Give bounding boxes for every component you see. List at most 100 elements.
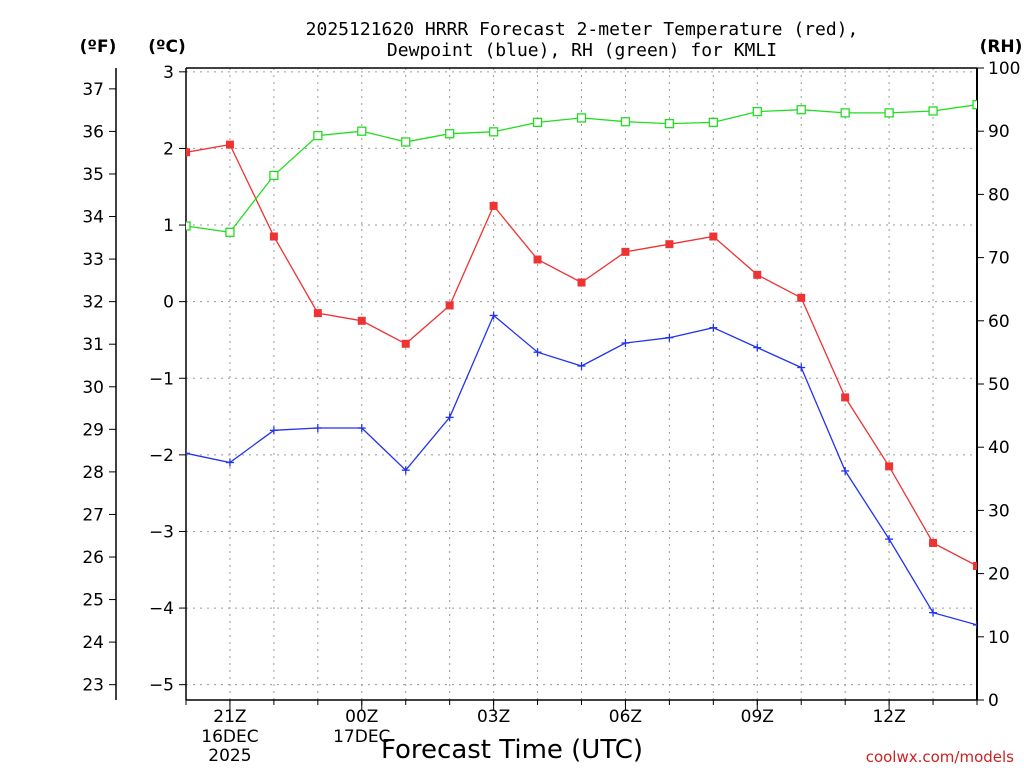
chart-title-line2: Dewpoint (blue), RH (green) for KMLI xyxy=(387,40,777,61)
temperature-point xyxy=(885,462,894,471)
x-tick-label: 03Z xyxy=(477,707,510,727)
dewpoint-point xyxy=(797,363,806,372)
x-tick-label: 00Z xyxy=(345,707,378,727)
series-line-dewpoint xyxy=(186,314,977,626)
temperature-point xyxy=(929,538,938,547)
dewpoint-point xyxy=(186,449,190,458)
fahrenheit-tick-label: 30 xyxy=(82,378,104,398)
rh-point xyxy=(445,129,455,139)
temperature-point xyxy=(269,232,278,241)
dewpoint-point xyxy=(357,424,366,433)
rh-tick-label: 100 xyxy=(988,59,1020,79)
dewpoint-point xyxy=(973,620,977,629)
rh-point xyxy=(225,227,235,237)
fahrenheit-tick-label: 29 xyxy=(82,420,104,440)
fahrenheit-tick-label: 23 xyxy=(82,676,104,696)
temperature-point xyxy=(445,301,454,310)
rh-tick-label: 20 xyxy=(988,565,1010,585)
rh-point xyxy=(269,170,279,181)
fahrenheit-tick-label: 33 xyxy=(82,250,104,270)
temperature-point xyxy=(357,316,366,325)
rh-point xyxy=(576,113,587,123)
dewpoint-point xyxy=(313,424,322,433)
rh-point xyxy=(532,117,543,128)
dewpoint-point xyxy=(885,535,894,544)
fahrenheit-tick-label: 32 xyxy=(82,293,104,313)
fahrenheit-tick-label: 26 xyxy=(82,548,104,568)
x-tick-label: 06Z xyxy=(609,707,642,727)
x-tick-label: 09Z xyxy=(741,707,774,727)
rh-tick-label: 40 xyxy=(988,438,1010,458)
fahrenheit-tick-label: 36 xyxy=(82,122,104,142)
temperature-point xyxy=(841,393,850,402)
temperature-point xyxy=(401,339,410,348)
dewpoint-point xyxy=(577,361,586,370)
series-layer xyxy=(186,100,977,629)
celsius-tick-label: −1 xyxy=(149,369,174,389)
temperature-point xyxy=(709,232,718,241)
series-dewpoint xyxy=(186,311,977,629)
rh-tick-label: 60 xyxy=(988,312,1010,332)
celsius-tick-label: 3 xyxy=(163,63,174,83)
rh-axis-label: (RH) xyxy=(980,37,1023,57)
celsius-tick-label: 0 xyxy=(163,293,174,313)
rh-tick-label: 50 xyxy=(988,375,1010,395)
series-line-rh xyxy=(186,104,977,233)
rh-tick-label: 80 xyxy=(988,185,1010,205)
rh-point xyxy=(752,106,762,117)
dewpoint-point xyxy=(533,348,542,357)
x-tick-year-label: 2025 xyxy=(208,746,251,766)
temperature-point xyxy=(797,293,806,302)
rh-point xyxy=(840,108,850,118)
temperature-point xyxy=(577,278,586,287)
rh-point xyxy=(313,130,323,141)
fahrenheit-tick-label: 24 xyxy=(82,633,104,653)
credit-text: coolwx.com/models xyxy=(866,748,1014,766)
series-rh xyxy=(186,100,977,237)
dewpoint-point xyxy=(665,333,674,342)
fahrenheit-tick-label: 35 xyxy=(82,165,104,185)
rh-point xyxy=(884,108,894,118)
rh-point xyxy=(401,137,411,147)
rh-point xyxy=(708,117,718,128)
celsius-tick-label: −4 xyxy=(149,599,174,619)
celsius-tick-label: 2 xyxy=(163,139,174,159)
rh-point xyxy=(972,100,977,110)
fahrenheit-tick-label: 25 xyxy=(82,591,104,611)
temperature-point xyxy=(186,148,190,157)
fahrenheit-axis: 37 36 35 34 33 32 31 30 29 28 27 26 25 24 23 xyxy=(82,68,117,700)
celsius-axis-label: (ºC) xyxy=(148,37,186,57)
celsius-tick-label: −5 xyxy=(149,676,174,696)
celsius-axis: 3 2 1 0 −1 −2 −3 −4 −5 xyxy=(149,63,186,696)
rh-point xyxy=(796,105,806,115)
rh-point xyxy=(620,117,631,127)
x-tick-label: 21Z xyxy=(213,707,246,727)
fahrenheit-tick-label: 37 xyxy=(82,80,104,100)
fahrenheit-tick-label: 34 xyxy=(82,208,104,228)
celsius-tick-label: −3 xyxy=(149,522,174,542)
x-axis-label: Forecast Time (UTC) xyxy=(381,735,643,765)
rh-tick-label: 30 xyxy=(988,501,1010,521)
rh-point xyxy=(186,221,191,231)
temperature-point xyxy=(533,255,542,264)
dewpoint-point xyxy=(621,339,630,348)
chart-title-line1: 2025121620 HRRR Forecast 2-meter Tempera… xyxy=(306,19,859,40)
rh-tick-label: 0 xyxy=(988,691,999,711)
celsius-tick-label: 1 xyxy=(163,216,174,236)
dewpoint-point xyxy=(445,413,454,422)
temperature-point xyxy=(621,247,630,256)
temperature-point xyxy=(665,240,674,249)
dewpoint-point xyxy=(489,311,498,320)
grid-lines xyxy=(186,68,977,700)
rh-tick-label: 10 xyxy=(988,628,1010,648)
x-tick-label: 12Z xyxy=(872,707,905,727)
dewpoint-point xyxy=(753,343,762,352)
temperature-point xyxy=(313,309,322,318)
rh-point xyxy=(488,127,499,137)
x-tick-date-label: 16DEC xyxy=(201,727,258,747)
x-tick-date-label: 17DEC xyxy=(333,727,390,747)
dewpoint-point xyxy=(709,323,718,332)
